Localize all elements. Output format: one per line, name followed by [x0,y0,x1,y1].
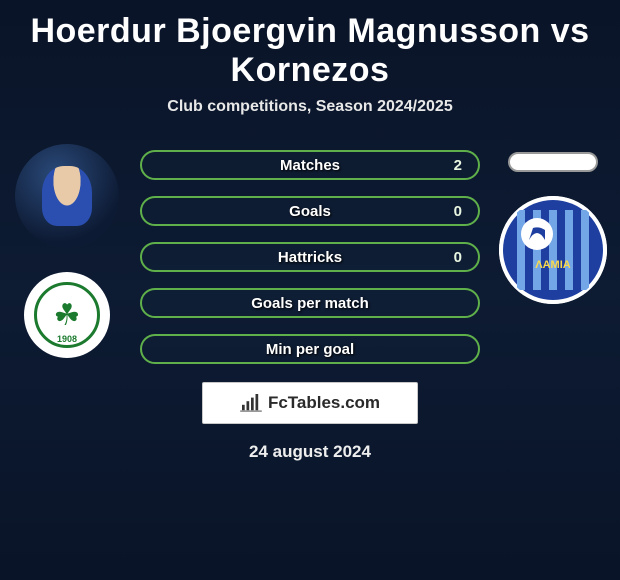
subtitle: Club competitions, Season 2024/2025 [0,98,620,116]
stats-list: Matches 2 Goals 0 Hattricks 0 Goals per … [140,150,480,364]
stat-value: 0 [454,203,462,220]
date-label: 24 august 2024 [0,442,620,462]
stat-label: Goals per match [251,295,369,312]
right-side: ΛAMIA [498,144,608,304]
player1-photo [15,144,119,248]
player2-photo-placeholder [508,152,598,172]
logo-text: FcTables.com [268,393,380,413]
stat-row-goals: Goals 0 [140,196,480,226]
stat-row-mpg: Min per goal [140,334,480,364]
stat-label: Matches [280,157,340,174]
stat-row-matches: Matches 2 [140,150,480,180]
stat-value: 0 [454,249,462,266]
stat-value: 2 [454,157,462,174]
stat-label: Goals [289,203,331,220]
left-side: 1908 [12,144,122,358]
svg-text:ΛAMIA: ΛAMIA [535,259,571,271]
player2-club-badge: ΛAMIA [499,196,607,304]
bar-chart-icon [240,394,262,412]
stat-row-gpm: Goals per match [140,288,480,318]
comparison-panel: 1908 Matches 2 Goals 0 Hattricks 0 Goals… [0,144,620,364]
stat-label: Min per goal [266,341,354,358]
stat-row-hattricks: Hattricks 0 [140,242,480,272]
club-year-label: 1908 [57,334,77,344]
fctables-logo: FcTables.com [202,382,418,424]
page-title: Hoerdur Bjoergvin Magnusson vs Kornezos [0,0,620,98]
stat-label: Hattricks [278,249,342,266]
player1-club-badge: 1908 [24,272,110,358]
